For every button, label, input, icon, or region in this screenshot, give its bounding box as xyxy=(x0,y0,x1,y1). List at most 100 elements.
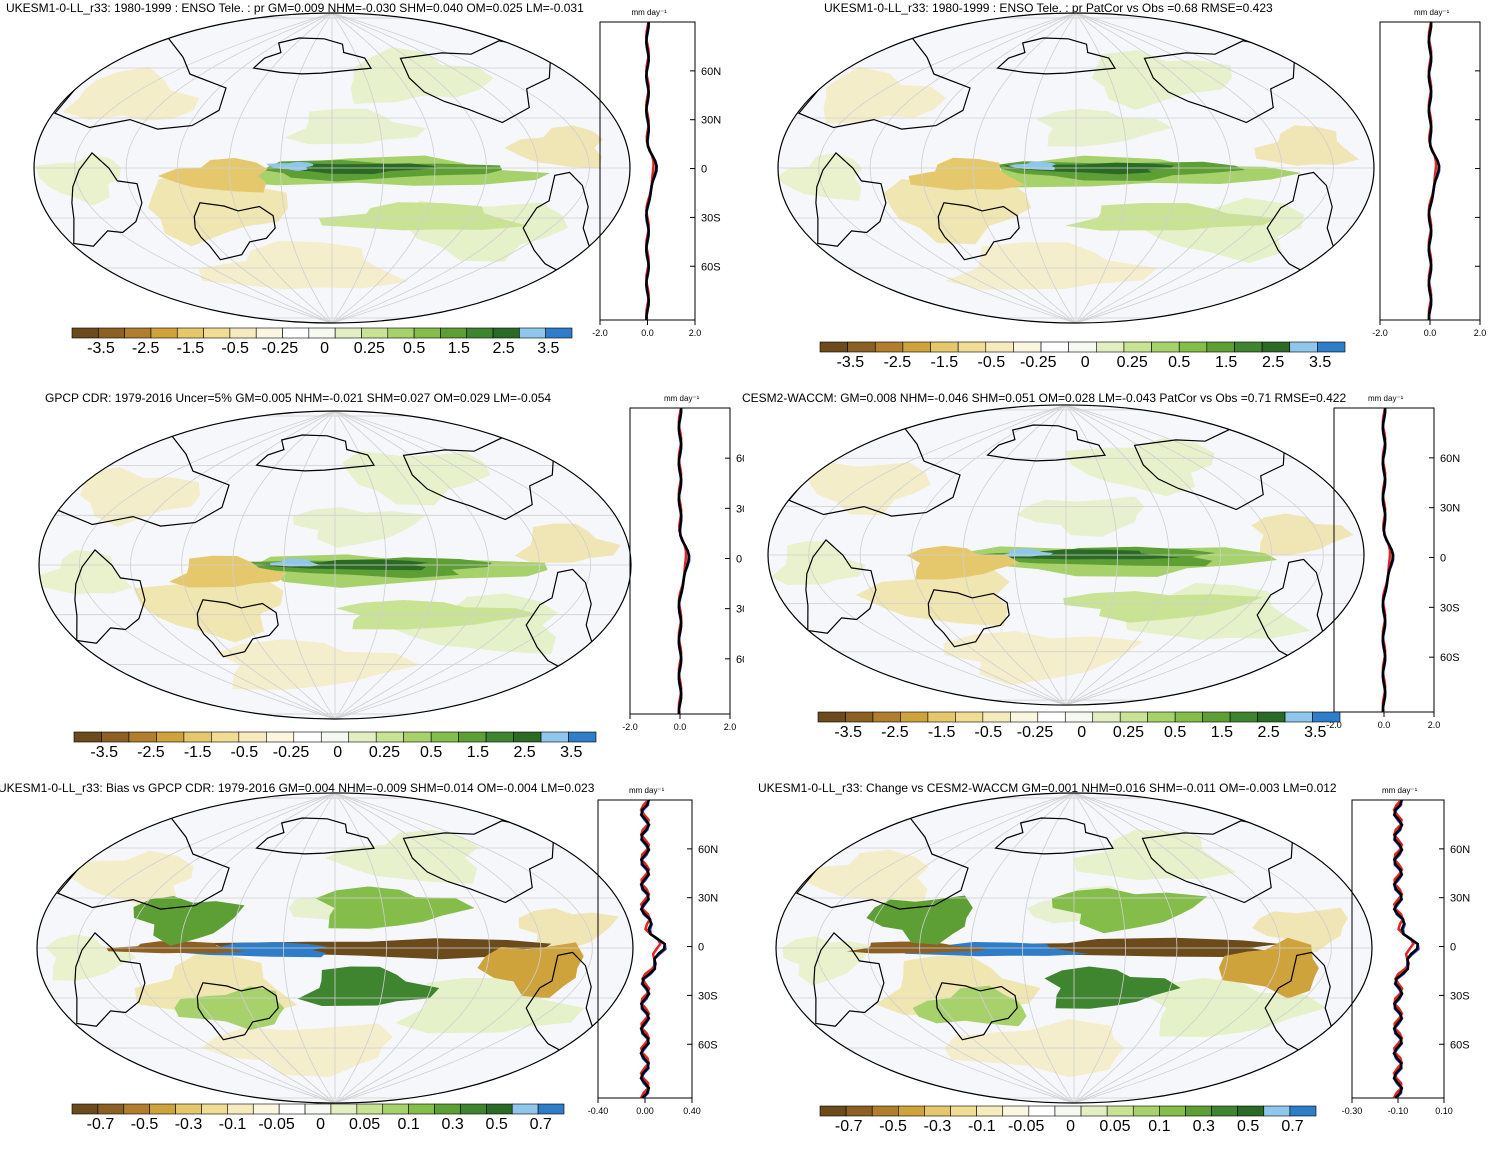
colorbar-swatch xyxy=(1037,711,1066,723)
field-patch xyxy=(1064,203,1278,231)
colorbar-swatch xyxy=(458,731,487,743)
colorbar-swatch xyxy=(1261,341,1291,353)
field-patch xyxy=(1252,907,1348,953)
colorbar-swatch xyxy=(845,1105,873,1117)
map-svg: -2.0 0.0 2.0 60N 30N 0 30S 60S xyxy=(33,12,721,339)
colorbar-swatch xyxy=(1202,711,1231,723)
unit-label: mm day⁻¹ xyxy=(1414,8,1450,17)
zonal-profile: -2.0 0.0 2.0 60N 30N 0 30S 60S xyxy=(622,407,744,732)
colorbar-label: -1.5 xyxy=(927,724,956,741)
field-patch xyxy=(771,541,866,585)
field-patch xyxy=(39,550,133,595)
colorbar-swatch xyxy=(950,1105,977,1117)
colorbar-label: 0.5 xyxy=(1164,724,1187,741)
profile-x-label: 2.0 xyxy=(1474,328,1487,338)
profile-y-label: 30S xyxy=(736,604,744,616)
colorbar-label: -3.5 xyxy=(90,744,119,761)
colorbar-swatch xyxy=(1206,341,1235,353)
colorbar-label: 1.5 xyxy=(1215,354,1238,371)
coastline xyxy=(996,37,1117,75)
colorbar-swatch xyxy=(203,327,231,339)
colorbar-label: -2.5 xyxy=(883,354,912,371)
colorbar-label: -3.5 xyxy=(836,354,865,371)
colorbar xyxy=(819,341,1346,353)
colorbar-label: -0.5 xyxy=(974,724,1003,741)
graticule-line xyxy=(1065,404,1324,706)
field-patch xyxy=(174,986,285,1030)
field-patch xyxy=(1091,50,1232,110)
colorbar-label: -1.5 xyxy=(930,354,959,371)
profile-x-label: -2.0 xyxy=(592,328,608,338)
graticule-line xyxy=(334,792,542,1104)
colorbar-label: 0.05 xyxy=(349,1116,381,1133)
graticule-line xyxy=(970,793,1075,1103)
colorbar-swatch xyxy=(1002,1105,1030,1117)
coastline xyxy=(815,152,887,247)
coastline xyxy=(71,152,143,247)
colorbar-label: -0.3 xyxy=(174,1116,203,1133)
field-patch xyxy=(782,936,872,986)
colorbar-swatch xyxy=(1211,1105,1238,1117)
colorbar-label: -0.7 xyxy=(834,1118,863,1135)
colorbar-swatch xyxy=(845,711,874,723)
map-svg: -0.30 -0.10 0.10 60N 30N 0 30S 60S xyxy=(775,792,1470,1117)
colorbar-label: -0.05 xyxy=(1007,1118,1045,1135)
colorbar-swatch xyxy=(330,1103,358,1115)
map-border xyxy=(36,792,634,1104)
colorbar-swatch xyxy=(460,1103,487,1115)
zonal-profile: -2.0 0.0 2.0 60N 30N 0 30S 60S xyxy=(1326,407,1460,730)
colorbar-label: 3.5 xyxy=(537,340,560,357)
graticule-line xyxy=(1073,793,1281,1103)
colorbar-swatch xyxy=(1237,1105,1265,1117)
colorbar-swatch xyxy=(211,731,240,743)
profile-x-label: 0.0 xyxy=(674,722,687,732)
graticule-line xyxy=(130,411,336,719)
colorbar-label: -0.25 xyxy=(1016,724,1054,741)
colorbar-label: 0.5 xyxy=(402,340,426,357)
field-patch xyxy=(106,941,246,954)
colorbar-label: 0.05 xyxy=(1099,1118,1131,1135)
colorbar-swatch xyxy=(1263,1105,1291,1117)
colorbar-swatch xyxy=(73,731,102,743)
colorbar-swatch xyxy=(1068,341,1097,353)
colorbar-swatch xyxy=(361,327,389,339)
colorbar-swatch xyxy=(1106,1105,1134,1117)
colorbar-swatch xyxy=(434,1103,461,1115)
colorbar-swatch xyxy=(266,731,295,743)
colorbar-label: 0.1 xyxy=(397,1116,420,1133)
graticule-line xyxy=(1065,404,1170,706)
colorbar-swatch xyxy=(466,327,494,339)
colorbar-swatch xyxy=(98,327,125,339)
profile-y-label: 60N xyxy=(1450,844,1470,856)
profile-y-label: 0 xyxy=(1450,942,1456,954)
profile-y-label: 30S xyxy=(1450,990,1470,1002)
colorbar-swatch xyxy=(293,731,322,743)
colorbar-swatch xyxy=(123,1103,150,1115)
colorbar-swatch xyxy=(1185,1105,1212,1117)
colorbar-label: 0.5 xyxy=(420,744,443,761)
profile-y-label: 30S xyxy=(1440,602,1460,614)
zonal-profile: -0.40 0.00 0.40 60N 30N 0 30S 60S xyxy=(588,799,718,1116)
colorbar-swatch xyxy=(819,341,848,353)
colorbar-swatch xyxy=(817,711,846,723)
colorbar-swatch xyxy=(1054,1105,1082,1117)
graticule-line xyxy=(1075,13,1283,323)
field-patch xyxy=(1073,829,1237,881)
colorbar xyxy=(817,711,1341,723)
colorbar-swatch xyxy=(238,731,267,743)
colorbar-label: -2.5 xyxy=(881,724,909,741)
colorbar-label: 0.1 xyxy=(1148,1118,1171,1135)
colorbar-swatch xyxy=(71,327,99,339)
colorbar-swatch xyxy=(382,1103,409,1115)
graticule-line xyxy=(962,404,1067,706)
colorbar-swatch xyxy=(1040,341,1069,353)
graticule-line xyxy=(808,404,1067,706)
field-patch xyxy=(943,631,1144,686)
colorbar-swatch xyxy=(97,1103,125,1115)
colorbar-swatch xyxy=(320,731,350,743)
colorbar-label: 0.5 xyxy=(1237,1118,1260,1135)
coastline xyxy=(252,37,373,75)
colorbar-swatch xyxy=(902,341,931,353)
coastline xyxy=(986,424,1107,462)
graticule-line xyxy=(818,13,1077,323)
